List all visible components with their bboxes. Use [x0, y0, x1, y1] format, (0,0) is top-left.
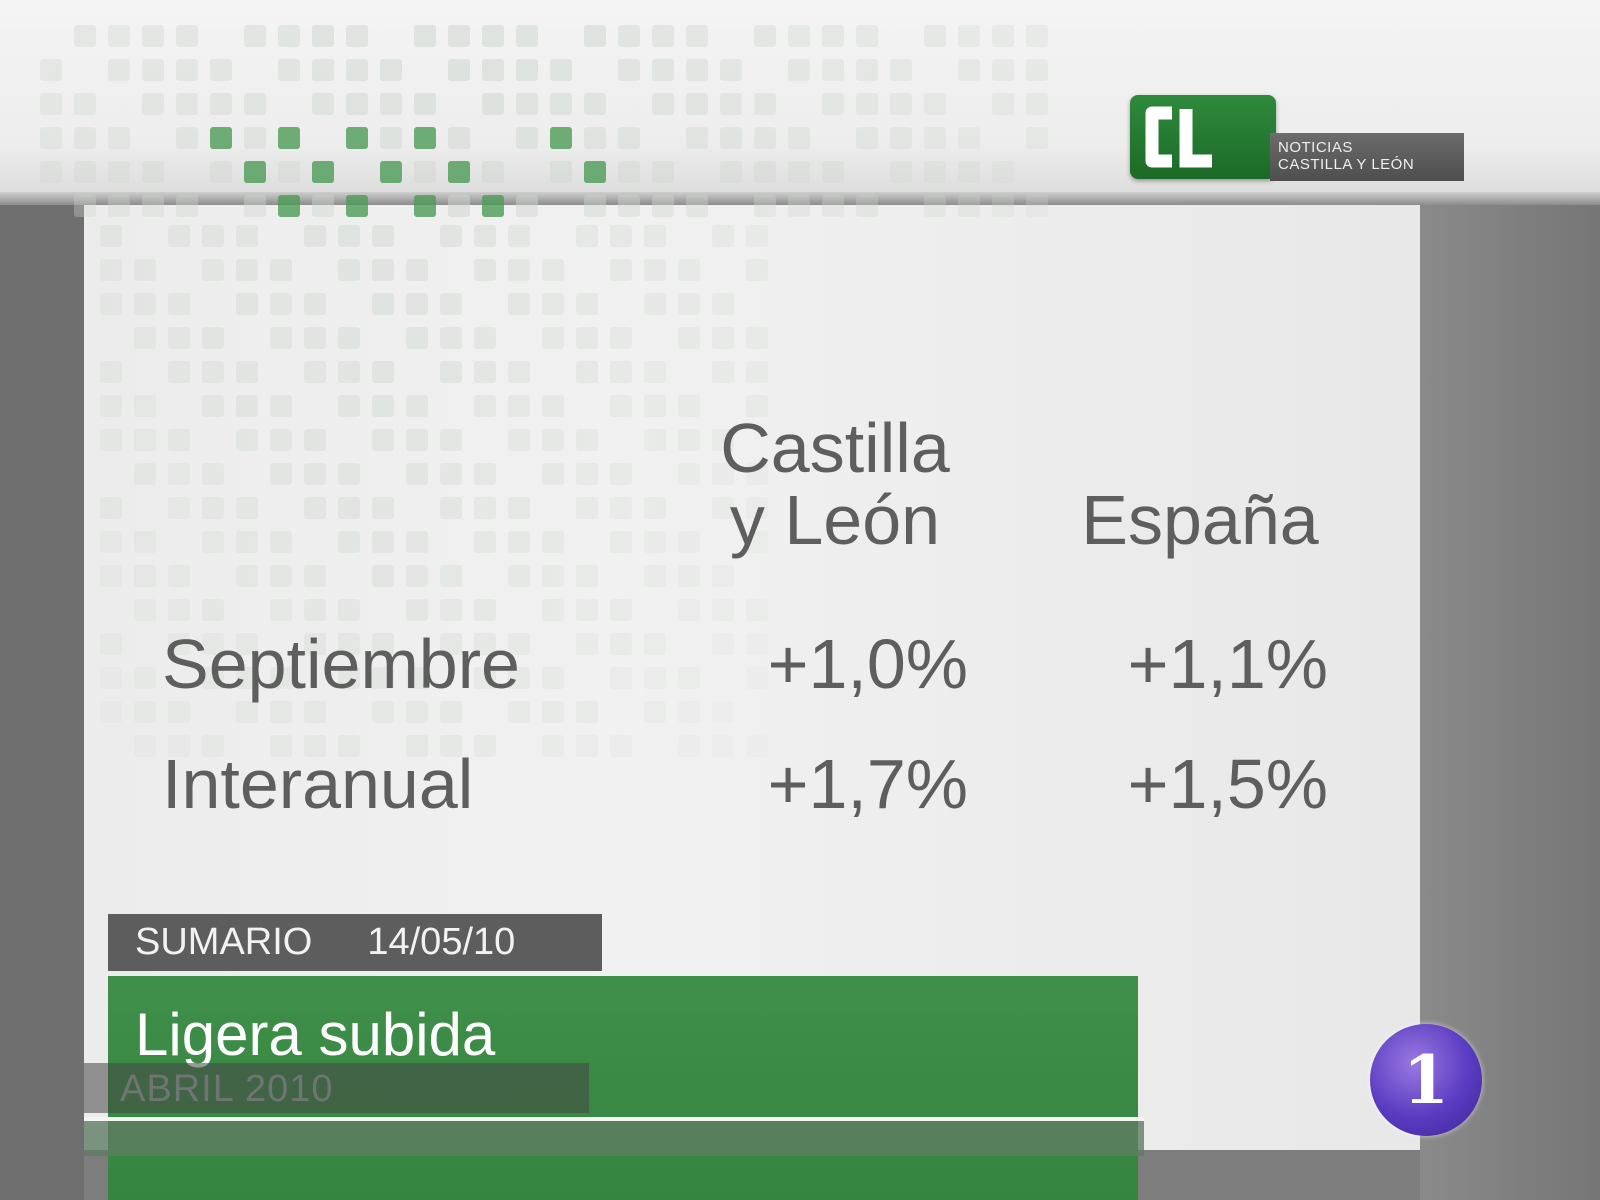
column-header-espana: España [1050, 484, 1350, 556]
cell-septiembre-espana: +1,1% [1127, 625, 1328, 703]
subline-bar [84, 1063, 589, 1113]
bottom-ticker-bar [84, 1121, 1144, 1156]
cell-septiembre-castilla-leon: +1,0% [767, 625, 968, 703]
row-label-interanual: Interanual [162, 745, 474, 823]
column-header-castilla-leon: Castilla y León [690, 412, 980, 556]
cell-interanual-espana: +1,5% [1127, 745, 1328, 823]
row-label-septiembre: Septiembre [162, 625, 520, 703]
cl-letters-icon [1145, 106, 1212, 168]
cell-interanual-castilla-leon: +1,7% [767, 745, 968, 823]
column-header-line2: España [1081, 481, 1319, 559]
summary-date-box: SUMARIO 14/05/10 [108, 914, 602, 971]
channel-name-line1: NOTICIAS [1278, 139, 1353, 156]
section-label: SUMARIO [135, 921, 313, 963]
tve-channel-number: 1 [1403, 1041, 1449, 1119]
column-header-line2: y León [729, 481, 941, 559]
channel-name-badge: NOTICIAS CASTILLA Y LEÓN [1270, 133, 1464, 181]
tve-la1-logo-icon [1370, 1024, 1482, 1136]
broadcast-date: 14/05/10 [367, 921, 516, 963]
left-background-strip [0, 205, 84, 1200]
top-band-shadow [0, 192, 1600, 208]
column-header-line1: Castilla [720, 409, 950, 487]
channel-name-line2: CASTILLA Y LEÓN [1278, 156, 1415, 173]
cl-channel-logo-icon [1130, 95, 1276, 179]
subline-text: ABRIL 2010 [120, 1068, 334, 1110]
bottom-divider [84, 1117, 1144, 1121]
headline-text: Ligera subida [135, 1001, 496, 1068]
